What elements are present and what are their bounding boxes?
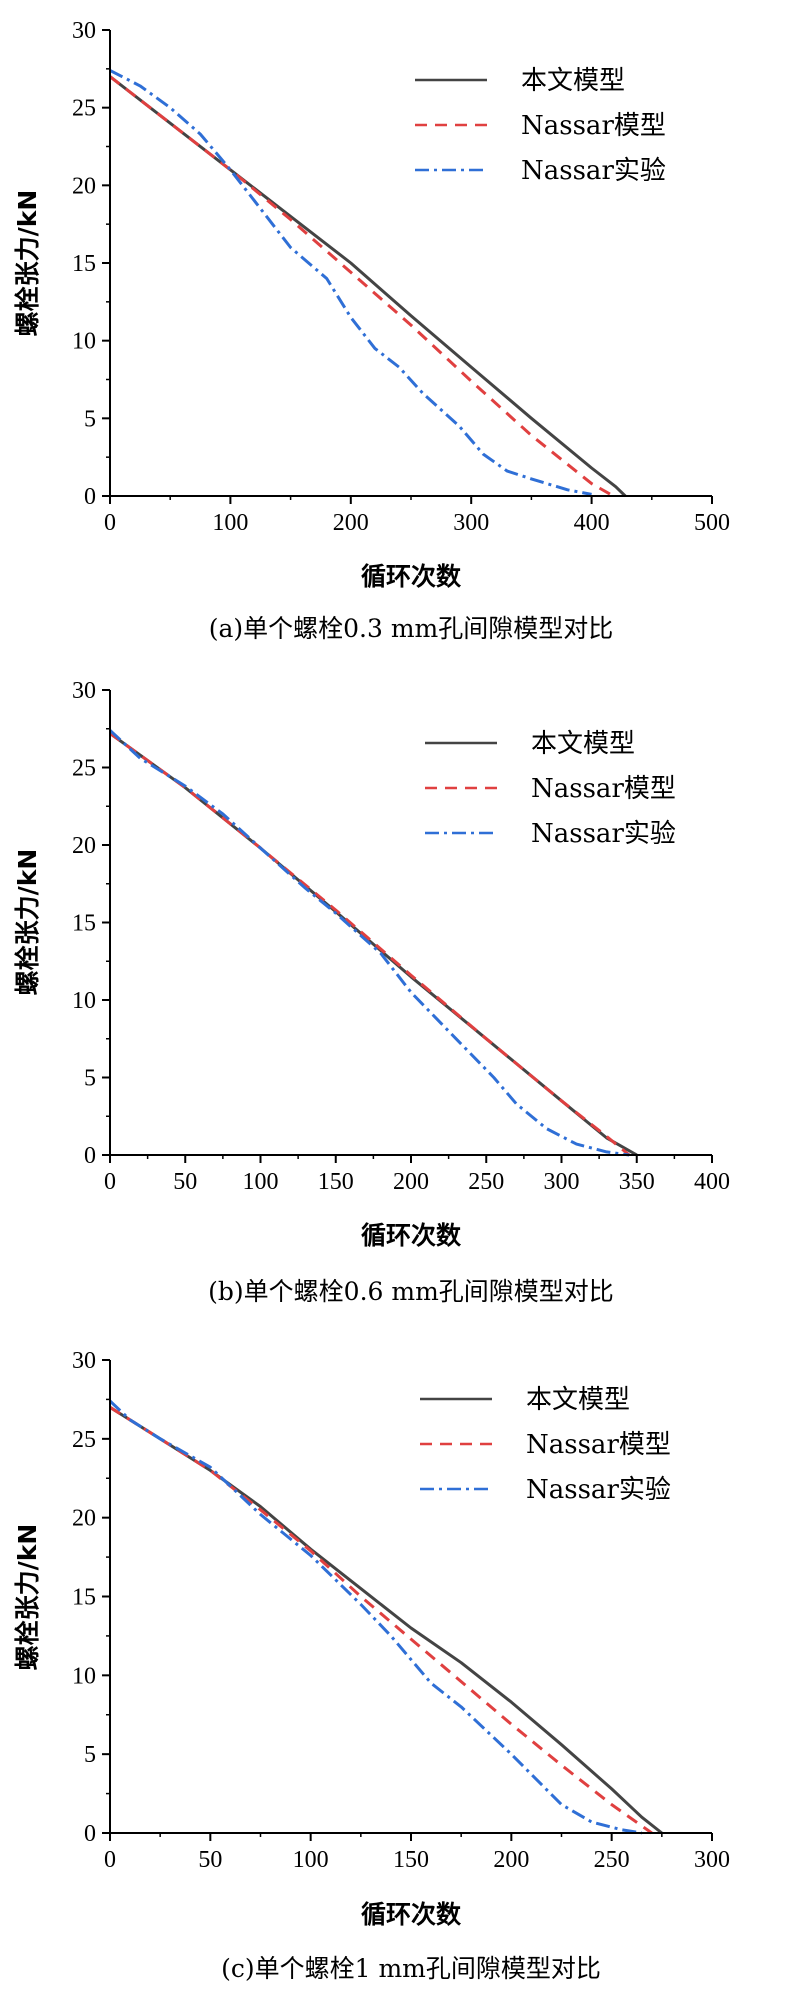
y-tick-label: 25 bbox=[72, 96, 96, 122]
y-tick-label: 30 bbox=[72, 678, 96, 704]
x-tick-label: 50 bbox=[198, 1847, 222, 1873]
y-tick-label: 25 bbox=[72, 1427, 96, 1453]
legend-label-nassar-model: Nassar模型 bbox=[526, 1430, 671, 1460]
x-axis-title: 循环次数 bbox=[361, 562, 462, 591]
legend-label-nassar-exp: Nassar实验 bbox=[526, 1475, 671, 1505]
x-tick-label: 0 bbox=[104, 510, 116, 536]
legend-c: 本文模型 Nassar模型 Nassar实验 bbox=[420, 1385, 671, 1505]
series-line-nassar-exp bbox=[108, 729, 630, 1157]
y-tick-label: 0 bbox=[84, 484, 96, 510]
x-tick-label: 100 bbox=[212, 510, 248, 536]
legend-label-nassar-model: Nassar模型 bbox=[531, 774, 676, 804]
caption-c: (c)单个螺栓1 mm孔间隙模型对比 bbox=[221, 1954, 601, 1983]
x-tick-label: 250 bbox=[468, 1169, 504, 1195]
y-tick-label: 10 bbox=[72, 1663, 96, 1689]
legend-a: 本文模型 Nassar模型 Nassar实验 bbox=[415, 66, 666, 186]
x-tick-label: 0 bbox=[104, 1169, 116, 1195]
x-tick-label: 300 bbox=[694, 1847, 730, 1873]
series-line-nassar-exp bbox=[108, 1399, 643, 1835]
chart-a: 0 100 200 300 400 500 0 5 10 15 20 25 30 循环次数 螺栓张力/k… bbox=[13, 18, 730, 643]
legend-label-model: 本文模型 bbox=[526, 1385, 630, 1415]
legend-label-nassar-exp: Nassar实验 bbox=[531, 819, 676, 849]
series-line-nassar-exp bbox=[109, 69, 592, 496]
x-tick-label: 50 bbox=[173, 1169, 197, 1195]
chart-panel-c: 0 50 100 150 200 250 300 0 5 10 15 20 25 30 循环次数 螺栓张力… bbox=[0, 1325, 808, 1996]
x-tick-label: 500 bbox=[694, 510, 730, 536]
x-tick-label: 350 bbox=[619, 1169, 655, 1195]
legend-label-model: 本文模型 bbox=[531, 729, 635, 759]
series-line-nassar-model bbox=[109, 75, 615, 498]
x-tick-label: 300 bbox=[453, 510, 489, 536]
legend-label-nassar-exp: Nassar实验 bbox=[521, 156, 666, 186]
y-axis-title: 螺栓张力/kN bbox=[13, 190, 42, 337]
x-tick-label: 200 bbox=[393, 1169, 429, 1195]
chart-b: 0 50 100 150 200 250 300 350 400 0 5 10 15 20 25 30 循环次… bbox=[13, 678, 730, 1306]
y-tick-label: 25 bbox=[72, 756, 96, 782]
legend-label-model: 本文模型 bbox=[521, 66, 625, 96]
caption-b: (b)单个螺栓0.6 mm孔间隙模型对比 bbox=[208, 1277, 614, 1306]
y-tick-label: 5 bbox=[84, 1066, 96, 1092]
x-tick-label: 150 bbox=[393, 1847, 429, 1873]
chart-panel-b: 0 50 100 150 200 250 300 350 400 0 5 10 15 20 25 30 循环次… bbox=[0, 660, 808, 1325]
x-axis-title: 循环次数 bbox=[361, 1900, 462, 1929]
x-axis-title: 循环次数 bbox=[361, 1221, 462, 1250]
legend-label-nassar-model: Nassar模型 bbox=[521, 111, 666, 141]
x-tick-label: 0 bbox=[104, 1847, 116, 1873]
caption-a: (a)单个螺栓0.3 mm孔间隙模型对比 bbox=[209, 614, 614, 643]
x-tick-label: 400 bbox=[694, 1169, 730, 1195]
y-tick-label: 15 bbox=[72, 251, 96, 277]
series-line-nassar-model bbox=[109, 1406, 653, 1835]
series-line-model bbox=[109, 1406, 663, 1835]
legend-b: 本文模型 Nassar模型 Nassar实验 bbox=[425, 729, 676, 849]
y-tick-label: 30 bbox=[72, 18, 96, 44]
y-tick-label: 30 bbox=[72, 1348, 96, 1374]
y-tick-label: 15 bbox=[72, 1585, 96, 1611]
y-tick-label: 0 bbox=[84, 1143, 96, 1169]
x-tick-label: 100 bbox=[293, 1847, 329, 1873]
x-tick-label: 150 bbox=[318, 1169, 354, 1195]
y-tick-label: 5 bbox=[84, 1742, 96, 1768]
y-tick-label: 20 bbox=[72, 1506, 96, 1532]
x-tick-label: 250 bbox=[594, 1847, 630, 1873]
x-tick-label: 400 bbox=[574, 510, 610, 536]
chart-panel-a: 0 100 200 300 400 500 0 5 10 15 20 25 30 循环次数 螺栓张力/k… bbox=[0, 0, 808, 660]
y-tick-label: 5 bbox=[84, 406, 96, 432]
x-tick-label: 300 bbox=[544, 1169, 580, 1195]
y-tick-label: 10 bbox=[72, 329, 96, 355]
y-tick-label: 20 bbox=[72, 173, 96, 199]
y-tick-label: 0 bbox=[84, 1821, 96, 1847]
series-line-nassar-model bbox=[109, 732, 631, 1157]
chart-c: 0 50 100 150 200 250 300 0 5 10 15 20 25 30 循环次数 螺栓张力… bbox=[13, 1348, 730, 1983]
x-tick-label: 200 bbox=[493, 1847, 529, 1873]
y-tick-label: 20 bbox=[72, 833, 96, 859]
y-tick-label: 10 bbox=[72, 988, 96, 1014]
x-tick-label: 100 bbox=[243, 1169, 279, 1195]
y-axis-title: 螺栓张力/kN bbox=[13, 849, 42, 996]
y-tick-label: 15 bbox=[72, 911, 96, 937]
x-tick-label: 200 bbox=[333, 510, 369, 536]
y-axis-title: 螺栓张力/kN bbox=[13, 1524, 42, 1671]
